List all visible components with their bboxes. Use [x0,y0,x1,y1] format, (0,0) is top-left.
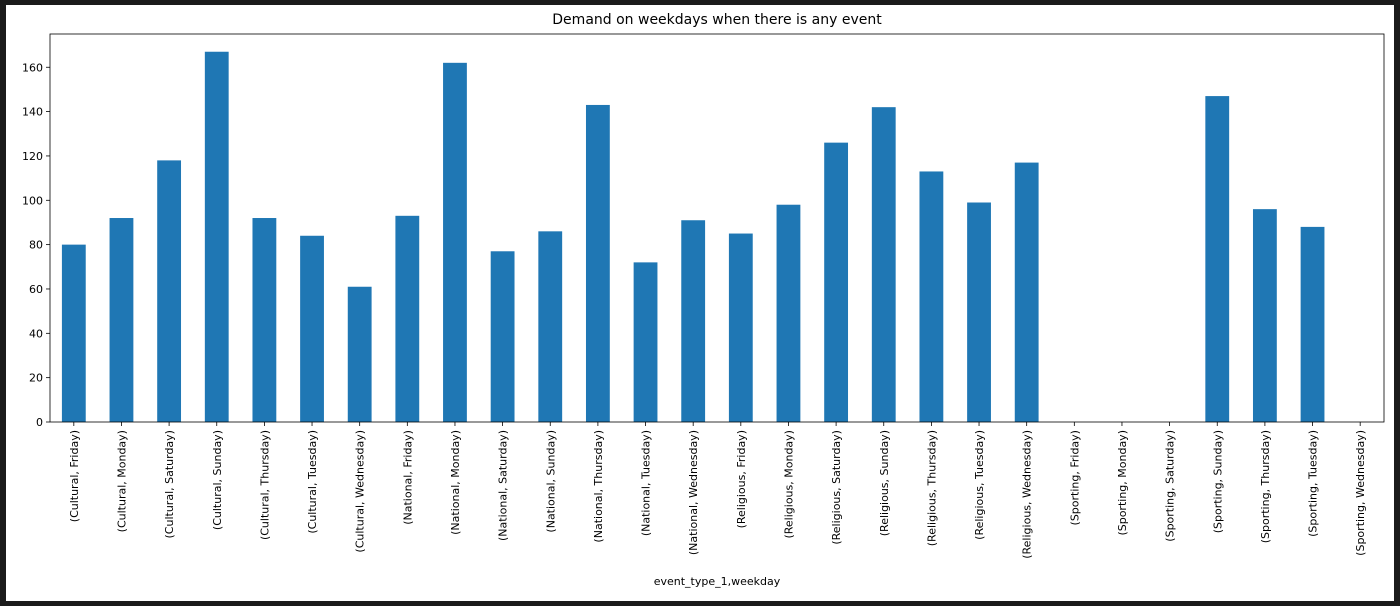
bar [347,286,372,422]
bar [157,160,182,422]
x-tick-label: (Cultural, Monday) [115,430,128,532]
bar [1205,96,1230,422]
bar [490,251,515,422]
x-axis: (Cultural, Friday) (Cultural, Monday) (Cul… [68,422,1367,559]
x-tick-label: (National, Sunday) [544,430,557,533]
bar [585,104,610,422]
x-tick-label: (Sporting, Sunday) [1211,430,1224,533]
y-tick-label: 20 [29,372,43,385]
x-tick-label: (Cultural, Tuesday) [306,430,319,534]
x-tick-label: (Sporting, Monday) [1116,430,1129,536]
x-tick-label: (National, Saturday) [497,430,510,541]
chart-title: Demand on weekdays when there is any eve… [552,12,882,28]
bar [443,62,467,422]
y-tick-label: 140 [22,106,43,119]
bar [1300,226,1325,422]
y-tick-label: 60 [29,283,43,296]
x-tick-label: (Religious, Sunday) [878,430,891,536]
bar-chart: Demand on weekdays when there is any eve… [22,12,1385,588]
y-axis: 0 20 40 60 80 100 120 140 160 [22,61,50,429]
x-tick-label: (Religious, Thursday) [925,430,938,546]
bar [300,235,324,422]
x-tick-label: (National, Wednesday) [687,430,700,555]
bar [1252,209,1277,422]
bar [776,204,801,422]
y-tick-label: 100 [22,194,43,207]
x-tick-label: (National, Thursday) [592,430,605,543]
x-tick-label: (Cultural, Wednesday) [354,430,367,553]
x-tick-label: (National, Tuesday) [640,430,653,536]
bar [919,171,944,422]
chart-frame: Demand on weekdays when there is any eve… [6,5,1394,601]
bar [633,262,658,422]
bar [252,218,277,422]
bar [538,231,563,422]
x-tick-label: (Sporting, Friday) [1068,430,1081,525]
x-tick-label: (Sporting, Thursday) [1259,430,1272,543]
bar [1014,162,1039,422]
y-tick-label: 160 [22,61,43,74]
bar [395,215,420,422]
bar [967,202,991,422]
y-tick-label: 0 [36,416,43,429]
x-tick-label: (Cultural, Saturday) [163,430,176,538]
bar [871,107,896,423]
bar [681,220,706,422]
x-axis-label: event_type_1,weekday [654,575,781,588]
x-tick-label: (Cultural, Sunday) [211,430,224,530]
x-tick-label: (National, Monday) [449,430,462,535]
bar [728,233,753,422]
bar [824,142,849,422]
y-tick-label: 80 [29,239,43,252]
x-tick-label: (Religious, Monday) [782,430,795,539]
x-tick-label: (Religious, Tuesday) [973,430,986,540]
bar [204,51,229,423]
y-tick-label: 120 [22,150,43,163]
x-tick-label: (Religious, Friday) [735,430,748,528]
x-tick-label: (Sporting, Wednesday) [1354,430,1367,556]
x-tick-label: (Cultural, Friday) [68,430,81,522]
bars-layer [61,51,1325,423]
plot-frame [49,33,1385,423]
bar [61,244,86,422]
y-tick-label: 40 [29,327,43,340]
x-tick-label: (Religious, Wednesday) [1021,430,1034,559]
x-tick-label: (Sporting, Tuesday) [1307,430,1320,537]
x-tick-label: (Cultural, Thursday) [258,430,271,540]
x-tick-label: (Religious, Saturday) [830,430,843,545]
x-tick-label: (National, Friday) [401,430,414,525]
bar [109,218,134,422]
x-tick-label: (Sporting, Saturday) [1164,430,1177,542]
